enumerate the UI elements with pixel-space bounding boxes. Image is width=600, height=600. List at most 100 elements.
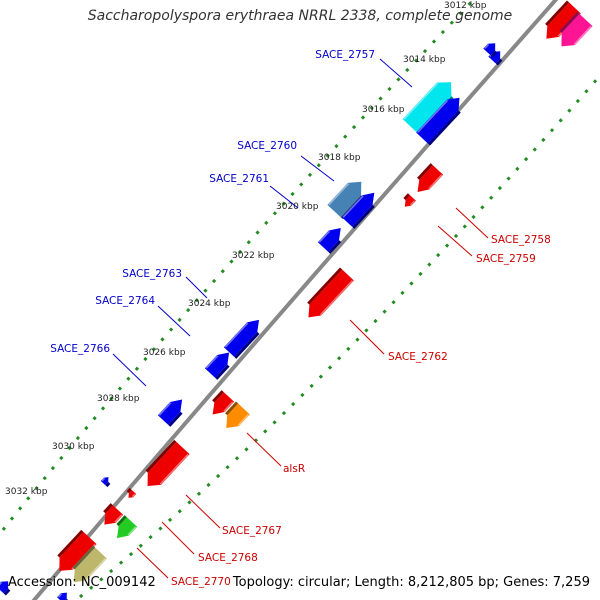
reverse-gene-5-body: [308, 269, 354, 318]
reverse-gene-12-body: [59, 531, 97, 571]
gene-label-SACE_2770: SACE_2770: [171, 576, 231, 588]
tick-label-3018-kbp: 3018 kbp: [318, 153, 361, 163]
reverse-gene-8-highlight: [159, 453, 189, 485]
tick-label-3026-kbp: 3026 kbp: [143, 348, 186, 358]
forward-gene-1-shadow: [495, 58, 503, 66]
reverse-gene-4: [403, 193, 416, 207]
forward-gene-11: [100, 477, 111, 488]
reverse-gene-2: [559, 11, 593, 47]
tick-label-3032-kbp: 3032 kbp: [5, 487, 48, 497]
forward-gene-13-body: [57, 592, 67, 600]
reverse-gene-2-highlight: [573, 25, 592, 45]
leader-line-SACE_2760: [300, 155, 335, 182]
reverse-gene-10-shadow: [103, 503, 113, 514]
reverse-gene-3-body: [417, 165, 444, 192]
reverse-gene-5-shadow: [307, 267, 343, 305]
forward-gene-5-body: [327, 181, 362, 218]
reverse-gene-6-body: [212, 392, 235, 415]
reverse-dot-track: [73, 73, 600, 600]
reverse-gene-8-body: [147, 441, 190, 487]
forward-gene-6: [341, 192, 375, 229]
leader-line-SACE_2763: [185, 276, 208, 299]
reverse-gene-3: [417, 163, 444, 192]
forward-gene-8-body: [223, 319, 260, 357]
forward-gene-6-body: [341, 192, 375, 227]
forward-gene-8-shadow: [234, 331, 260, 359]
reverse-gene-6: [212, 390, 235, 415]
tick-label-3016-kbp: 3016 kbp: [362, 105, 405, 115]
accession-text: Accession: NC_009142: [8, 575, 156, 590]
forward-gene-12: [0, 581, 11, 596]
reverse-gene-4-highlight: [410, 200, 416, 206]
gene-label-SACE_2768: SACE_2768: [198, 552, 258, 564]
gene-label-alsR: alsR: [283, 463, 305, 475]
forward-gene-7-body: [317, 227, 341, 252]
leader-line-SACE_2761: [269, 185, 299, 209]
forward-gene-6-highlight: [342, 195, 364, 218]
reverse-gene-7-body: [226, 403, 250, 429]
reverse-gene-6-shadow: [212, 390, 224, 403]
reverse-gene-5-highlight: [319, 279, 353, 316]
reverse-gene-11-highlight: [127, 526, 137, 536]
reverse-gene-6-highlight: [223, 401, 234, 412]
forward-gene-4-body: [416, 97, 460, 144]
forward-gene-9-highlight: [205, 355, 219, 369]
leader-line-alsR: [246, 432, 282, 467]
leader-line-SACE_2757: [379, 58, 413, 88]
forward-gene-10: [157, 399, 183, 427]
forward-gene-8-highlight: [224, 322, 249, 348]
forward-gene-11-shadow: [105, 481, 111, 488]
gene-label-SACE_2757: SACE_2757: [315, 49, 375, 61]
forward-gene-2-body: [483, 43, 496, 56]
forward-gene-2-highlight: [484, 43, 490, 50]
forward-dot-track: [0, 0, 476, 537]
forward-gene-3-body: [402, 82, 452, 133]
gene-label-SACE_2758: SACE_2758: [491, 234, 551, 246]
leader-line-SACE_2768: [161, 521, 195, 555]
tick-label-3014-kbp: 3014 kbp: [403, 55, 446, 65]
gene-label-SACE_2764: SACE_2764: [95, 295, 155, 307]
forward-gene-9-body: [204, 352, 230, 378]
gene-label-SACE_2761: SACE_2761: [209, 173, 269, 185]
forward-gene-7-highlight: [318, 230, 331, 243]
topology-summary: Topology: circular; Length: 8,212,805 bp…: [232, 575, 590, 590]
forward-gene-10-shadow: [168, 411, 183, 427]
forward-gene-4: [416, 97, 461, 146]
reverse-gene-1-body: [546, 2, 581, 39]
reverse-gene-2-body: [561, 13, 593, 47]
reverse-gene-7: [225, 401, 250, 429]
reverse-gene-1-shadow: [545, 0, 570, 26]
forward-gene-12-highlight: [0, 581, 3, 588]
gene-label-SACE_2760: SACE_2760: [237, 140, 297, 152]
leader-line-SACE_2764: [157, 305, 191, 337]
forward-gene-2-shadow: [490, 50, 498, 58]
forward-gene-10-highlight: [158, 402, 172, 416]
forward-gene-5-highlight: [328, 183, 350, 206]
reverse-gene-7-shadow: [225, 401, 239, 416]
reverse-gene-9-shadow: [126, 487, 132, 494]
gene-label-SACE_2759: SACE_2759: [476, 253, 536, 265]
gene-label-SACE_2762: SACE_2762: [388, 351, 448, 363]
leader-line-SACE_2766: [112, 353, 147, 387]
reverse-gene-4-body: [404, 195, 416, 207]
reverse-gene-13-highlight: [85, 557, 106, 581]
forward-gene-8: [223, 319, 260, 359]
gene-label-SACE_2763: SACE_2763: [122, 268, 182, 280]
reverse-gene-8-shadow: [145, 439, 177, 473]
forward-gene-11-highlight: [101, 477, 106, 482]
reverse-gene-10-highlight: [114, 514, 123, 523]
forward-gene-2: [483, 43, 498, 58]
reverse-gene-8: [145, 439, 190, 487]
tick-label-3022-kbp: 3022 kbp: [232, 251, 275, 261]
reverse-gene-12-shadow: [57, 529, 84, 558]
reverse-gene-7-highlight: [237, 413, 249, 426]
tick-label-3030-kbp: 3030 kbp: [52, 442, 95, 452]
gene-label-SACE_2766: SACE_2766: [50, 343, 110, 355]
reverse-gene-11: [116, 515, 138, 539]
reverse-gene-9-highlight: [131, 493, 136, 498]
forward-gene-7: [317, 227, 342, 254]
reverse-gene-13: [72, 545, 107, 583]
